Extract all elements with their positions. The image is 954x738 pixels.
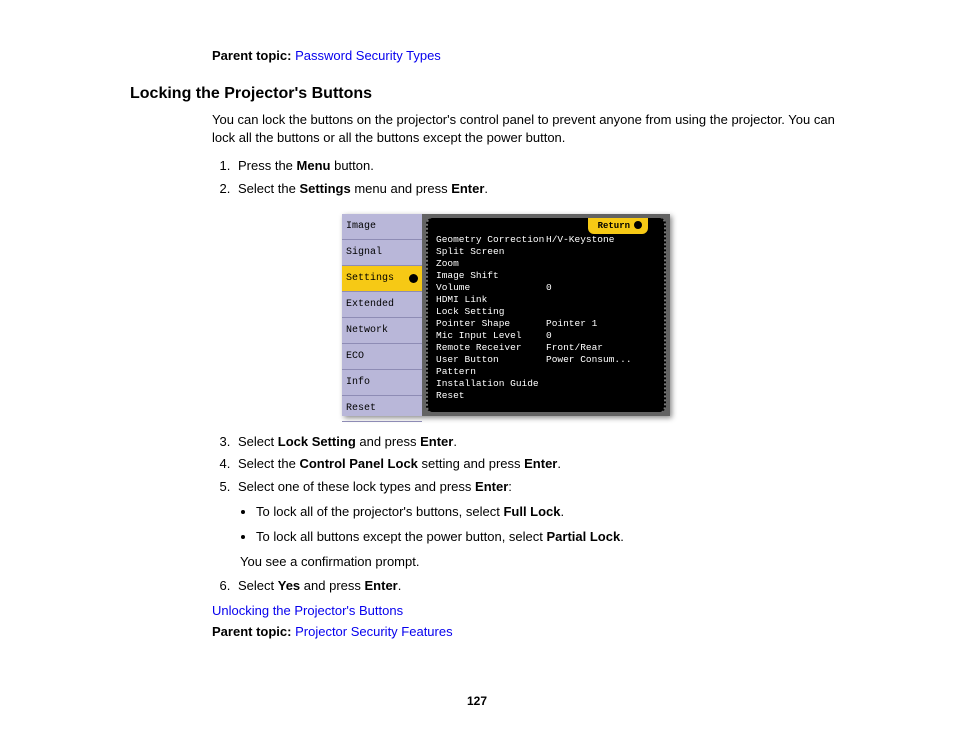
osd-row: Remote ReceiverFront/Rear — [436, 342, 656, 354]
osd-row: Image Shift — [436, 270, 656, 282]
osd-panel: Return Geometry CorrectionH/V-KeystoneSp… — [422, 214, 670, 416]
osd-tab-settings: Settings — [342, 266, 422, 292]
osd-row: Pattern — [436, 366, 656, 378]
steps-list: Press the Menu button. Select the Settin… — [212, 156, 854, 597]
osd-inner: Return Geometry CorrectionH/V-KeystoneSp… — [426, 218, 666, 412]
osd-tab-image: Image — [342, 214, 422, 240]
osd-sidebar: ImageSignalSettingsExtendedNetworkECOInf… — [342, 214, 422, 416]
osd-tab-signal: Signal — [342, 240, 422, 266]
osd-return-badge: Return — [588, 218, 648, 234]
osd-tab-eco: ECO — [342, 344, 422, 370]
bullet-partial-lock: To lock all buttons except the power but… — [256, 527, 854, 548]
osd-tab-extended: Extended — [342, 292, 422, 318]
osd-rows: Geometry CorrectionH/V-KeystoneSplit Scr… — [436, 234, 656, 402]
parent-topic-link-top[interactable]: Password Security Types — [295, 48, 441, 63]
step-5: Select one of these lock types and press… — [234, 477, 854, 572]
document-page: Parent topic: Password Security Types Lo… — [0, 0, 954, 639]
intro-paragraph: You can lock the buttons on the projecto… — [212, 111, 854, 146]
parent-topic-top: Parent topic: Password Security Types — [212, 48, 854, 63]
step-3: Select Lock Setting and press Enter. — [234, 432, 854, 453]
step-6: Select Yes and press Enter. — [234, 576, 854, 597]
step-4: Select the Control Panel Lock setting an… — [234, 454, 854, 475]
confirmation-note: You see a confirmation prompt. — [240, 552, 854, 573]
osd-row: HDMI Link — [436, 294, 656, 306]
osd-row: Reset — [436, 390, 656, 402]
bullet-full-lock: To lock all of the projector's buttons, … — [256, 502, 854, 523]
related-link: Unlocking the Projector's Buttons — [212, 603, 854, 618]
parent-topic-bottom: Parent topic: Projector Security Feature… — [212, 624, 854, 639]
step-1: Press the Menu button. — [234, 156, 854, 177]
osd-tab-reset: Reset — [342, 396, 422, 422]
lock-type-bullets: To lock all of the projector's buttons, … — [238, 502, 854, 548]
osd-screenshot: ImageSignalSettingsExtendedNetworkECOInf… — [342, 214, 670, 416]
osd-row: Pointer ShapePointer 1 — [436, 318, 656, 330]
osd-tab-network: Network — [342, 318, 422, 344]
parent-topic-link-bottom[interactable]: Projector Security Features — [295, 624, 453, 639]
osd-row: Installation Guide — [436, 378, 656, 390]
step-2: Select the Settings menu and press Enter… — [234, 179, 854, 416]
unlocking-link[interactable]: Unlocking the Projector's Buttons — [212, 603, 403, 618]
parent-topic-label-bottom: Parent topic: — [212, 624, 291, 639]
osd-row: Mic Input Level0 — [436, 330, 656, 342]
osd-row: Zoom — [436, 258, 656, 270]
section-heading: Locking the Projector's Buttons — [130, 85, 854, 103]
osd-row: User ButtonPower Consum... — [436, 354, 656, 366]
osd-tab-info: Info — [342, 370, 422, 396]
osd-row: Volume0 — [436, 282, 656, 294]
osd-row: Split Screen — [436, 246, 656, 258]
osd-row: Lock Setting — [436, 306, 656, 318]
page-number: 127 — [0, 694, 954, 708]
osd-row: Geometry CorrectionH/V-Keystone — [436, 234, 656, 246]
parent-topic-label: Parent topic: — [212, 48, 291, 63]
